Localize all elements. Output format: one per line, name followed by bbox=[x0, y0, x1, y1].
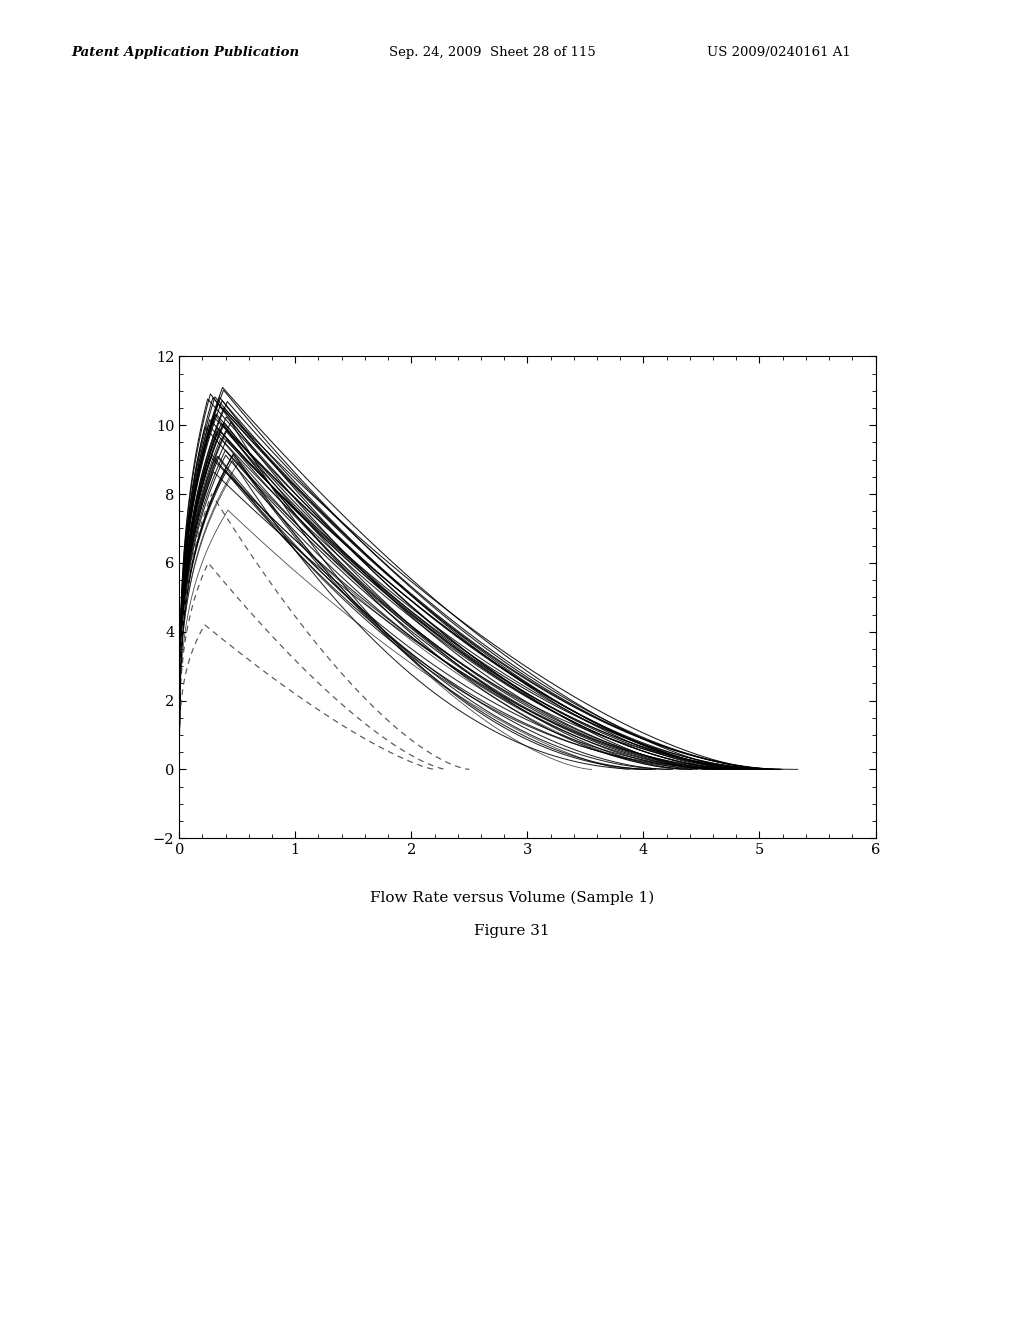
Text: Sep. 24, 2009  Sheet 28 of 115: Sep. 24, 2009 Sheet 28 of 115 bbox=[389, 46, 596, 59]
Text: Figure 31: Figure 31 bbox=[474, 924, 550, 939]
Text: Flow Rate versus Volume (Sample 1): Flow Rate versus Volume (Sample 1) bbox=[370, 891, 654, 906]
Text: Patent Application Publication: Patent Application Publication bbox=[72, 46, 300, 59]
Text: US 2009/0240161 A1: US 2009/0240161 A1 bbox=[707, 46, 850, 59]
